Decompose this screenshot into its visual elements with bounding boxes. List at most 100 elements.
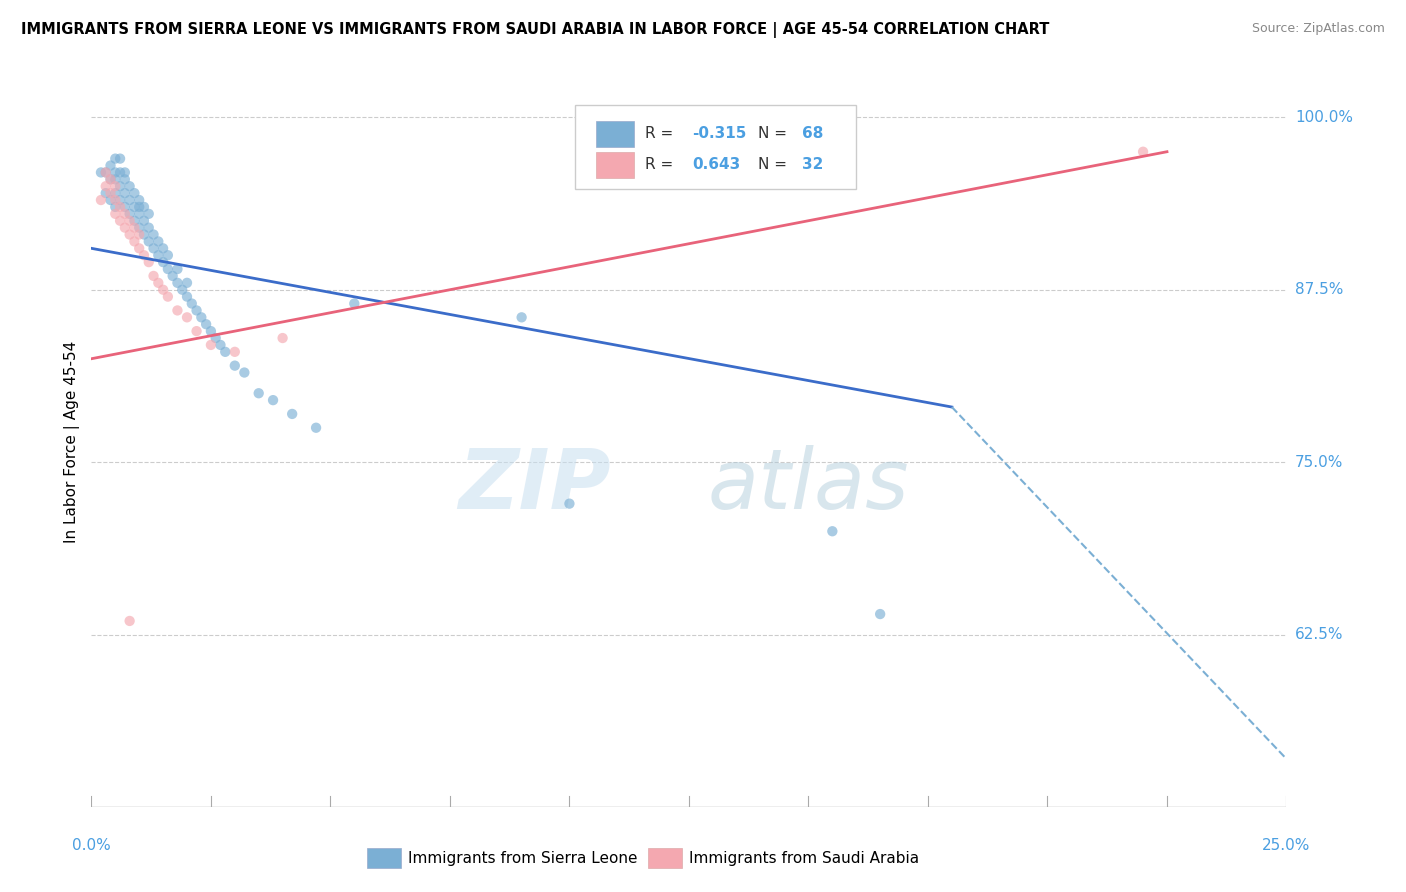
Point xyxy=(271,331,294,345)
Text: N =: N = xyxy=(758,126,792,141)
Text: 0.643: 0.643 xyxy=(693,157,741,172)
Point xyxy=(281,407,304,421)
Point xyxy=(104,207,127,221)
Point xyxy=(124,186,146,201)
Text: R =: R = xyxy=(645,157,678,172)
Point xyxy=(869,607,891,621)
Point xyxy=(156,290,179,304)
Point xyxy=(132,227,155,242)
Point xyxy=(214,344,236,359)
Point xyxy=(558,497,581,511)
Text: N =: N = xyxy=(758,157,792,172)
FancyBboxPatch shape xyxy=(596,152,634,178)
Point xyxy=(343,296,366,310)
Point xyxy=(124,220,146,235)
Text: Source: ZipAtlas.com: Source: ZipAtlas.com xyxy=(1251,22,1385,36)
Text: ZIP: ZIP xyxy=(458,445,612,526)
Point xyxy=(162,268,184,283)
Y-axis label: In Labor Force | Age 45-54: In Labor Force | Age 45-54 xyxy=(65,341,80,542)
Point xyxy=(124,200,146,214)
Point xyxy=(90,165,112,179)
Point xyxy=(128,220,150,235)
Point xyxy=(186,324,208,338)
Point xyxy=(114,165,136,179)
Text: 68: 68 xyxy=(803,126,824,141)
Point xyxy=(94,186,117,201)
Point xyxy=(305,421,328,435)
Point xyxy=(104,172,127,186)
Point xyxy=(138,235,160,249)
Point xyxy=(108,152,131,166)
Point xyxy=(166,303,188,318)
Text: Immigrants from Saudi Arabia: Immigrants from Saudi Arabia xyxy=(689,851,920,865)
Point xyxy=(128,193,150,207)
Text: 32: 32 xyxy=(803,157,824,172)
Point xyxy=(108,193,131,207)
Point xyxy=(104,193,127,207)
Point xyxy=(114,200,136,214)
Point xyxy=(104,186,127,201)
Point xyxy=(176,276,198,290)
Text: -0.315: -0.315 xyxy=(693,126,747,141)
Point xyxy=(132,213,155,227)
Point xyxy=(138,207,160,221)
Point xyxy=(142,241,165,255)
Point xyxy=(118,193,141,207)
Point xyxy=(166,276,188,290)
Point xyxy=(104,179,127,194)
Point xyxy=(100,193,122,207)
Point xyxy=(156,248,179,262)
Point xyxy=(108,165,131,179)
Text: R =: R = xyxy=(645,126,678,141)
Point xyxy=(138,220,160,235)
Point xyxy=(200,324,222,338)
Point xyxy=(124,235,146,249)
Point xyxy=(108,200,131,214)
Point xyxy=(148,235,170,249)
Point xyxy=(132,248,155,262)
Point xyxy=(204,331,226,345)
Text: Immigrants from Sierra Leone: Immigrants from Sierra Leone xyxy=(408,851,637,865)
Point xyxy=(821,524,844,539)
FancyBboxPatch shape xyxy=(596,120,634,147)
Point xyxy=(224,344,246,359)
Point xyxy=(100,172,122,186)
Point xyxy=(148,276,170,290)
Point xyxy=(209,338,232,352)
Point xyxy=(1132,145,1154,159)
Point xyxy=(108,179,131,194)
Point xyxy=(104,200,127,214)
Point xyxy=(104,152,127,166)
Text: atlas: atlas xyxy=(707,445,910,526)
Point xyxy=(510,310,533,325)
Point xyxy=(148,248,170,262)
Text: IMMIGRANTS FROM SIERRA LEONE VS IMMIGRANTS FROM SAUDI ARABIA IN LABOR FORCE | AG: IMMIGRANTS FROM SIERRA LEONE VS IMMIGRAN… xyxy=(21,22,1049,38)
Point xyxy=(94,165,117,179)
Point xyxy=(224,359,246,373)
FancyBboxPatch shape xyxy=(575,105,856,189)
Point xyxy=(114,220,136,235)
Point xyxy=(100,186,122,201)
Point xyxy=(100,172,122,186)
Point xyxy=(233,366,256,380)
Point xyxy=(142,268,165,283)
Point xyxy=(108,213,131,227)
Point xyxy=(186,303,208,318)
Point xyxy=(118,614,141,628)
Point xyxy=(152,255,174,269)
Text: 100.0%: 100.0% xyxy=(1295,110,1353,125)
Text: 25.0%: 25.0% xyxy=(1263,838,1310,853)
Text: 87.5%: 87.5% xyxy=(1295,282,1343,297)
Point xyxy=(166,262,188,277)
Text: 75.0%: 75.0% xyxy=(1295,455,1343,470)
Point xyxy=(152,283,174,297)
Point xyxy=(128,241,150,255)
Point xyxy=(172,283,194,297)
Point xyxy=(200,338,222,352)
Point xyxy=(152,241,174,255)
Point xyxy=(124,213,146,227)
Point xyxy=(114,207,136,221)
Point xyxy=(118,207,141,221)
Point xyxy=(128,207,150,221)
Point xyxy=(100,159,122,173)
